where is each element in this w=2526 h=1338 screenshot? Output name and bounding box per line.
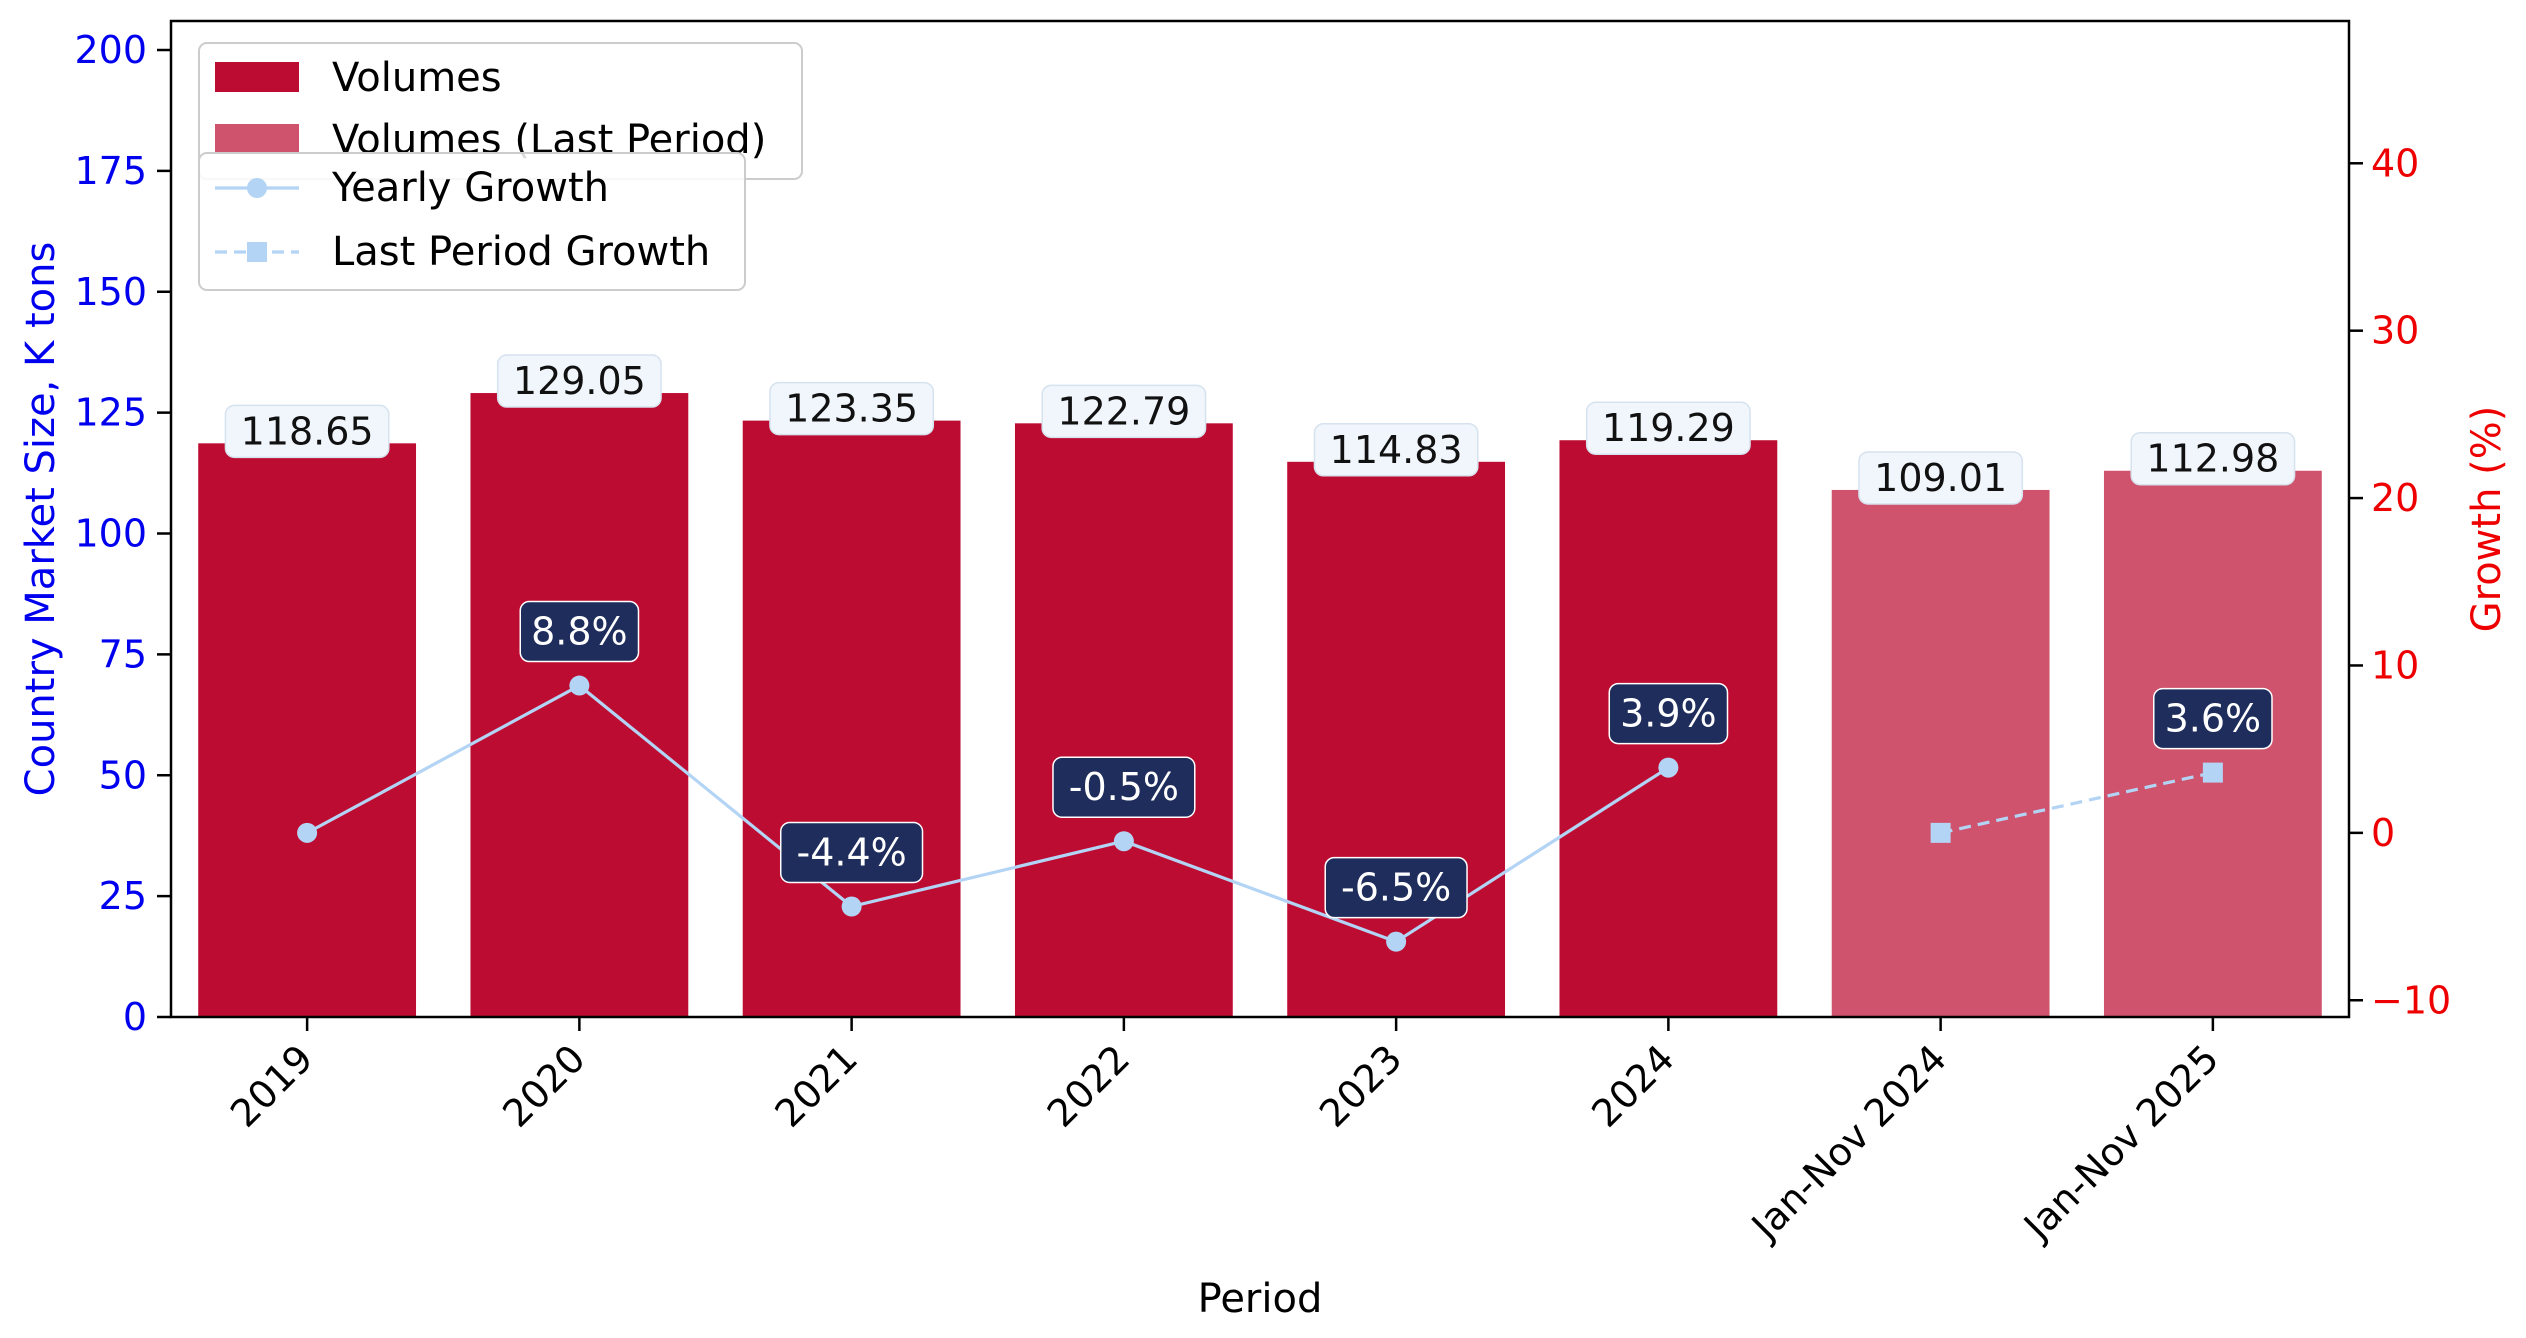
growth-marker-circle: [1658, 757, 1679, 778]
plot-frame: [169, 19, 2351, 1019]
legend-label: Volumes: [332, 55, 502, 101]
y-tick-label: 200: [74, 28, 147, 72]
growth-data-label: 8.8%: [531, 610, 628, 654]
bar-2022: [1014, 423, 1233, 1018]
growth-label-box: [1324, 856, 1468, 919]
growth-marker-circle: [1386, 931, 1407, 952]
y-tick-label: 175: [74, 149, 147, 193]
legend-label: Yearly Growth: [331, 165, 609, 211]
bar-data-label: 129.05: [513, 359, 646, 403]
growth-marker-circle: [297, 822, 318, 843]
y-axis-title: Country Market Size, K tons: [18, 242, 64, 797]
growth-line-last-period-growth: [1940, 771, 2214, 835]
y2-axis-title: Growth (%): [2464, 406, 2510, 633]
y2-tick-label: 40: [2371, 141, 2419, 185]
bar-data-label: 122.79: [1057, 389, 1190, 433]
bar-label-box: [1585, 401, 1751, 455]
bar-label-box: [224, 404, 390, 459]
y-tick-label: 125: [74, 391, 147, 435]
growth-data-label: 3.9%: [1620, 692, 1717, 736]
growth-marker-circle: [569, 675, 590, 696]
y-tick-label: 0: [123, 995, 147, 1039]
y2-tick-label: 30: [2371, 309, 2419, 353]
growth-data-label: -4.4%: [796, 831, 906, 875]
growth-marker-square: [2202, 762, 2223, 783]
y2-tick-label: 10: [2371, 643, 2419, 687]
bar-label-box: [1858, 451, 2024, 505]
growth-marker-circle: [1113, 831, 1134, 852]
y2-tick-label: 0: [2371, 811, 2395, 855]
growth-marker-circle: [841, 896, 862, 917]
bar-label-box: [1313, 423, 1479, 477]
bar-2020: [470, 393, 689, 1017]
bar-jan-nov-2024: [1831, 489, 2050, 1017]
x-axis-title: Period: [1198, 1276, 1323, 1322]
y-tick-label: 25: [99, 874, 147, 918]
y-tick-label: 50: [99, 753, 147, 797]
growth-marker-square: [1930, 822, 1951, 843]
growth-label-box: [1052, 756, 1196, 818]
bar-2023: [1287, 461, 1506, 1018]
y-tick-label: 100: [74, 512, 147, 556]
growth-data-label: 3.6%: [2165, 697, 2262, 741]
y-tick-label: 75: [99, 632, 147, 676]
bar-data-label: 123.35: [785, 387, 918, 431]
growth-label-box: [1608, 682, 1729, 745]
bar-label-box: [496, 354, 662, 408]
bar-2019: [198, 443, 417, 1017]
bar-data-label: 118.65: [241, 409, 374, 453]
legend-marker-circle: [247, 178, 267, 198]
bar-label-box: [769, 381, 935, 436]
growth-data-label: -0.5%: [1069, 765, 1179, 809]
legend-label: Last Period Growth: [332, 229, 710, 275]
bar-label-box: [2130, 431, 2296, 486]
y2-tick-label: 20: [2371, 476, 2419, 520]
y-tick-label: 150: [74, 270, 147, 314]
bar-data-label: 109.01: [1874, 456, 2007, 500]
y2-tick-label: −10: [2371, 978, 2451, 1022]
bar-data-label: 114.83: [1330, 428, 1463, 472]
growth-data-label: -6.5%: [1341, 866, 1451, 910]
growth-label-box: [2153, 687, 2273, 750]
legend-swatch: [215, 124, 299, 154]
bar-data-label: 112.98: [2146, 437, 2279, 481]
bar-label-box: [1041, 384, 1207, 439]
growth-label-box: [519, 600, 640, 663]
legend-swatch: [215, 62, 299, 92]
legend-box-growth: [198, 152, 746, 291]
bar-2021: [742, 420, 961, 1017]
legend-marker-square: [247, 242, 267, 262]
bar-data-label: 119.29: [1602, 406, 1735, 450]
growth-label-box: [779, 821, 924, 884]
